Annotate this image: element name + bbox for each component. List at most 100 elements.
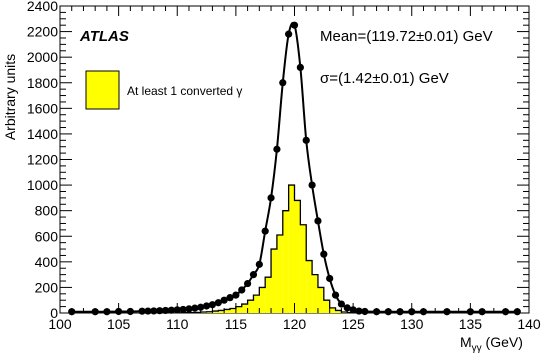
data-point (290, 21, 299, 29)
y-tick-label: 200 (35, 279, 59, 295)
data-point (285, 30, 293, 38)
data-point (273, 145, 281, 153)
mean-annotation: Mean=(119.72±0.01) GeV (320, 28, 493, 45)
data-point (185, 305, 193, 313)
data-point (202, 302, 211, 310)
data-point (179, 305, 187, 314)
x-tick-label: 135 (459, 316, 483, 332)
histogram-bar (300, 224, 307, 313)
data-point (191, 304, 199, 312)
data-point (208, 301, 217, 309)
data-point (214, 299, 222, 307)
data-point (331, 291, 340, 299)
y-tick-label: 1000 (27, 177, 58, 193)
y-tick-label: 2200 (27, 24, 58, 40)
histogram-bar (276, 234, 283, 313)
x-tick-label: 110 (166, 316, 189, 332)
data-point (232, 291, 240, 299)
y-tick-label: 1600 (27, 100, 58, 116)
histogram-bar (317, 287, 324, 313)
histogram-bar (224, 309, 231, 313)
y-tick-label: 400 (35, 254, 59, 270)
data-point (443, 308, 451, 316)
data-point (68, 308, 76, 316)
data-point (501, 308, 510, 316)
data-point (408, 308, 416, 316)
histogram-bar (323, 300, 330, 313)
data-point (349, 306, 357, 314)
data-point (513, 308, 521, 316)
histogram-bar (212, 311, 219, 313)
histogram-bar (282, 210, 289, 313)
histogram-bar (230, 308, 236, 313)
data-point (419, 308, 428, 316)
x-tick-label: 120 (283, 316, 307, 332)
data-points (68, 21, 521, 316)
data-point (384, 308, 392, 316)
x-tick-label: 125 (341, 316, 365, 332)
x-axis-title-subscript: γγ (472, 343, 482, 354)
data-point (396, 308, 404, 316)
histogram-bar (241, 304, 248, 313)
data-point (337, 300, 345, 308)
data-point (244, 279, 252, 288)
data-point (126, 307, 134, 316)
data-point (238, 286, 246, 294)
histogram-bar (253, 295, 260, 313)
x-tick-label: 100 (48, 316, 72, 332)
data-point (226, 294, 234, 302)
data-point (372, 308, 381, 316)
legend-label: At least 1 converted γ (127, 84, 242, 98)
histogram-bar (265, 277, 272, 313)
data-point (91, 308, 99, 316)
histogram-bar (294, 200, 301, 313)
y-tick-labels: 0 200 400 600 800 1000 1200 1400 1600 1800 2000 220… (27, 0, 58, 321)
histogram-bar (259, 287, 266, 313)
data-point (150, 307, 158, 315)
x-tick-labels: 100 105 110 115 120 125 130 135 140 (48, 316, 541, 332)
y-tick-label: 0 (50, 305, 58, 321)
x-axis-title-unit: (GeV) (482, 334, 523, 350)
data-point (320, 250, 328, 258)
atlas-label: ATLAS (79, 28, 129, 45)
data-point (220, 296, 228, 304)
histogram-outline (176, 184, 360, 314)
histogram-bar (235, 306, 242, 313)
histogram-bar (312, 274, 318, 313)
data-point (197, 303, 205, 311)
x-tick-label: 115 (225, 316, 248, 332)
x-tick-label: 140 (517, 316, 541, 332)
data-point (296, 63, 304, 71)
histogram-bar (288, 185, 295, 313)
y-tick-label: 800 (35, 203, 59, 219)
y-axis-title: Arbitrary units (2, 54, 18, 140)
histogram-bar (247, 300, 254, 313)
y-tick-label: 1200 (27, 152, 58, 168)
data-point (261, 227, 269, 235)
histogram-bar (218, 310, 225, 313)
x-axis-title-main: M (460, 334, 472, 350)
y-tick-label: 2000 (27, 49, 58, 65)
data-point (267, 194, 275, 202)
legend-swatch (85, 70, 120, 110)
data-point (466, 308, 474, 316)
histogram-bar (306, 260, 313, 313)
data-point (115, 307, 123, 316)
data-point (308, 181, 316, 189)
data-point (144, 307, 152, 315)
data-point (249, 271, 258, 279)
data-point (361, 307, 369, 316)
histogram-bar (329, 307, 336, 313)
sigma-annotation: σ=(1.42±0.01) GeV (320, 70, 449, 87)
data-point (138, 307, 146, 315)
histogram-bar (271, 249, 277, 313)
y-tick-label: 600 (35, 228, 59, 244)
x-tick-label: 105 (107, 316, 131, 332)
data-point (326, 274, 334, 283)
converted-photon-histogram (176, 184, 360, 314)
data-point (314, 217, 322, 225)
data-point (255, 260, 263, 268)
data-point (478, 308, 486, 316)
y-tick-label: 2400 (27, 0, 58, 14)
